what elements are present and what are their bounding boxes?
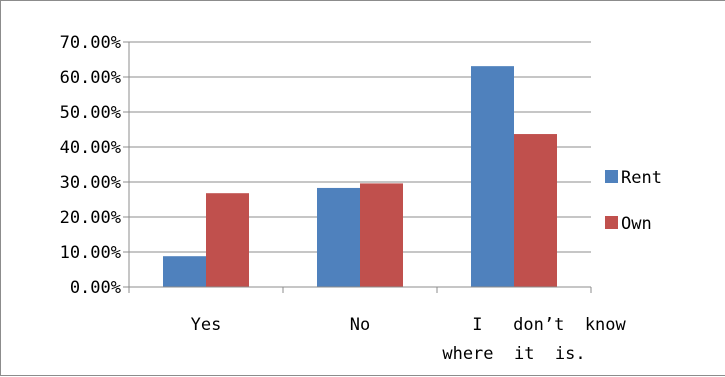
legend-swatch-rent bbox=[605, 170, 618, 183]
y-tick-label: 50.00% bbox=[60, 103, 121, 123]
axes bbox=[123, 41, 592, 293]
y-tick-label: 60.00% bbox=[60, 68, 121, 88]
x-category-labels: Yes No I don’t know where it is. bbox=[191, 315, 627, 364]
x-category-label: No bbox=[350, 315, 370, 335]
x-category-label-line: where it is. bbox=[442, 344, 585, 364]
y-tick-labels: 0.00% 10.00% 20.00% 30.00% 40.00% 50.00% 60.00… bbox=[60, 33, 121, 298]
x-category-label: Yes bbox=[191, 315, 222, 335]
bars bbox=[163, 66, 557, 288]
y-tick-label: 0.00% bbox=[70, 278, 121, 298]
bar-rent-1 bbox=[163, 256, 206, 287]
bar-rent-2 bbox=[317, 187, 360, 287]
bar-own-1 bbox=[206, 193, 249, 287]
y-tick-label: 10.00% bbox=[60, 243, 121, 263]
x-category-label-line: No bbox=[350, 315, 370, 335]
bar-own-2 bbox=[360, 183, 403, 287]
legend-swatch-own bbox=[605, 216, 618, 229]
bar-rent-3 bbox=[471, 66, 514, 288]
y-tick-label: 70.00% bbox=[60, 33, 121, 53]
legend-label-own: Own bbox=[621, 214, 652, 234]
x-category-label: I don’t know where it is. bbox=[442, 315, 626, 364]
x-category-label-line: Yes bbox=[191, 315, 222, 335]
y-tick-label: 20.00% bbox=[60, 208, 121, 228]
legend: Rent Own bbox=[605, 168, 662, 234]
y-tick-label: 30.00% bbox=[60, 173, 121, 193]
x-category-label-line: I don’t know bbox=[472, 315, 626, 335]
bar-own-3 bbox=[514, 134, 557, 287]
y-tick-label: 40.00% bbox=[60, 138, 121, 158]
legend-label-rent: Rent bbox=[621, 168, 662, 188]
